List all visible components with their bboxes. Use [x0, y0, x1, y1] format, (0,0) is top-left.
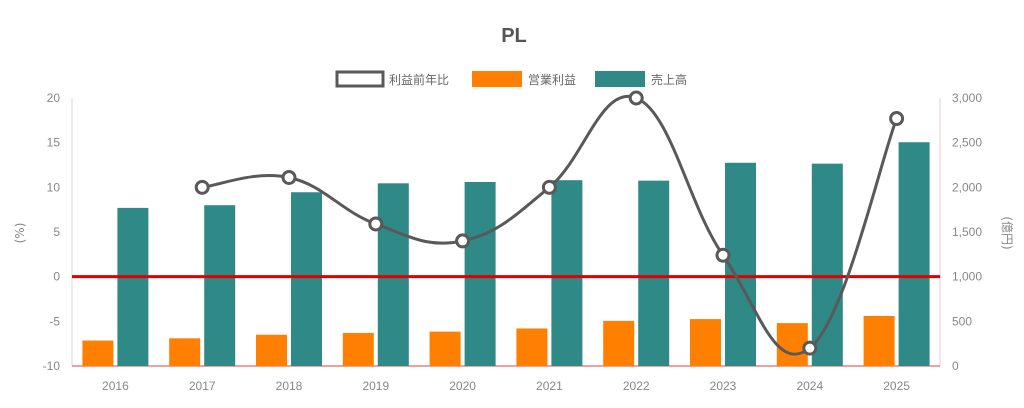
- legend-label: 利益前年比: [389, 72, 449, 87]
- right-axis-title: (億円): [1000, 216, 1014, 249]
- sales-bar: [204, 205, 236, 366]
- x-tick-label: 2020: [449, 379, 476, 393]
- legend-swatch-bar: [595, 71, 645, 87]
- operating-profit-bar: [863, 315, 895, 366]
- left-tick-label: 20: [47, 91, 61, 105]
- bars: [82, 142, 930, 366]
- right-axis: 3,000 2,500 2,000 1,500 1,000 500 0: [939, 91, 982, 373]
- sales-bar: [464, 181, 496, 366]
- sales-bar: [811, 163, 843, 366]
- sales-bar: [291, 192, 322, 366]
- profit-yoy-point: [455, 233, 471, 249]
- sales-bar: [117, 207, 149, 366]
- sales-bar: [377, 183, 409, 366]
- right-tick-label: 2,500: [952, 136, 982, 150]
- left-tick-label: -10: [43, 359, 61, 373]
- left-tick-label: 15: [47, 136, 61, 150]
- legend-label: 売上高: [651, 72, 687, 87]
- operating-profit-bar: [776, 323, 808, 366]
- operating-profit-bar: [429, 331, 461, 366]
- x-tick-label: 2024: [796, 379, 823, 393]
- right-tick-label: 1,500: [952, 225, 982, 239]
- left-tick-label: 10: [47, 180, 61, 194]
- x-tick-label: 2016: [102, 379, 129, 393]
- left-tick-label: 5: [53, 225, 60, 239]
- right-tick-label: 0: [952, 359, 959, 373]
- left-tick-label: -5: [49, 314, 60, 328]
- right-tick-label: 3,000: [952, 91, 982, 105]
- x-tick-label: 2018: [276, 379, 303, 393]
- right-tick-label: 500: [952, 314, 972, 328]
- operating-profit-bar: [342, 332, 374, 366]
- chart-title: PL: [501, 25, 527, 47]
- x-tick-label: 2019: [362, 379, 389, 393]
- profit-yoy-point: [281, 170, 297, 186]
- sales-bar: [898, 142, 930, 366]
- operating-profit-bar: [256, 334, 287, 366]
- left-axis-title: (%): [13, 223, 27, 244]
- operating-profit-bar: [516, 328, 548, 366]
- x-axis: 2016 2017 2018 2019 2020 2021 2022 2023 2024 2025: [72, 365, 940, 393]
- profit-yoy-line: [194, 90, 905, 356]
- profit-yoy-point: [368, 216, 384, 232]
- profit-yoy-point: [541, 179, 557, 195]
- operating-profit-bar: [169, 338, 201, 366]
- x-tick-label: 2021: [536, 379, 563, 393]
- profit-yoy-point: [802, 340, 818, 356]
- x-tick-label: 2023: [710, 379, 737, 393]
- profit-yoy-point: [628, 90, 644, 106]
- right-tick-label: 2,000: [952, 180, 982, 194]
- x-tick-label: 2017: [189, 379, 216, 393]
- profit-yoy-point: [889, 111, 905, 127]
- legend-label: 営業利益: [528, 73, 576, 87]
- operating-profit-bar: [690, 319, 721, 366]
- operating-profit-bar: [82, 340, 114, 366]
- right-tick-label: 1,000: [952, 270, 982, 284]
- x-tick-label: 2025: [883, 379, 910, 393]
- x-tick-label: 2022: [623, 379, 650, 393]
- legend-swatch-line: [335, 70, 385, 88]
- profit-yoy-point: [194, 179, 210, 195]
- sales-bar: [638, 180, 670, 366]
- left-axis: 20 15 10 5 0 -5 -10: [43, 91, 73, 373]
- sales-bar: [551, 180, 583, 366]
- legend: 利益前年比 営業利益 売上高: [335, 70, 687, 88]
- operating-profit-bar: [603, 320, 635, 366]
- legend-swatch-bar: [472, 71, 522, 87]
- profit-yoy-point: [715, 247, 731, 263]
- left-tick-label: 0: [53, 270, 60, 284]
